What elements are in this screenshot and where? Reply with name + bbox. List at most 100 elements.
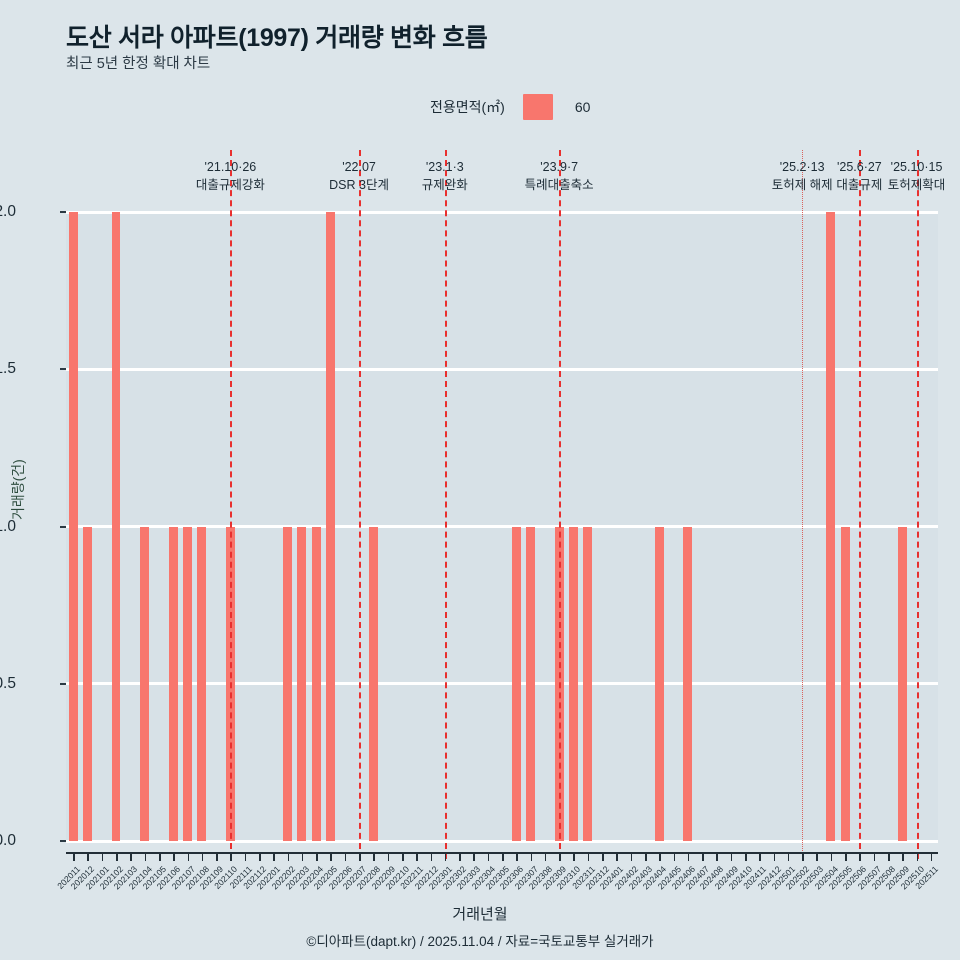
bar[interactable] xyxy=(197,526,207,841)
bar[interactable] xyxy=(168,526,178,841)
bar[interactable] xyxy=(897,526,907,841)
x-tick-mark xyxy=(659,852,661,861)
x-tick-mark xyxy=(759,852,761,861)
legend-label-60: 60 xyxy=(574,99,591,115)
x-tick-mark xyxy=(916,852,919,861)
bar[interactable] xyxy=(554,526,564,841)
y-tick-mark-0.0 xyxy=(60,840,66,842)
annotation-date: '22.07 xyxy=(342,160,376,174)
bar[interactable] xyxy=(840,526,850,841)
gridline-0.0 xyxy=(66,839,938,843)
annotation-line-202301 xyxy=(444,150,447,859)
x-tick-mark xyxy=(802,852,804,861)
bar[interactable] xyxy=(68,212,78,841)
bar[interactable] xyxy=(526,526,536,841)
x-tick-mark xyxy=(616,852,618,861)
x-tick-mark xyxy=(673,852,676,861)
x-tick-mark xyxy=(144,852,147,861)
annotation-date: '25.10·15 xyxy=(890,160,943,174)
x-tick-mark xyxy=(530,852,533,861)
bar[interactable] xyxy=(183,526,192,841)
annotation-date: '25.2·13 xyxy=(779,160,825,174)
bar[interactable] xyxy=(225,526,235,841)
x-tick-mark xyxy=(902,852,904,861)
x-tick-mark xyxy=(330,852,333,861)
gridline-1.5 xyxy=(66,367,938,371)
annotation-line-202309 xyxy=(559,150,562,859)
x-tick-mark xyxy=(602,852,604,861)
y-tick-label-1.0: 1.0 xyxy=(0,517,16,535)
annotation-label-202506: '25.6·27 대출규제 xyxy=(836,158,882,194)
x-tick-mark xyxy=(158,852,161,861)
x-tick-mark xyxy=(116,852,118,861)
bar[interactable] xyxy=(297,526,307,841)
x-tick-mark xyxy=(87,852,90,861)
x-tick-mark xyxy=(644,852,647,861)
annotation-text: 토허제 해제 xyxy=(771,178,833,193)
x-tick-mark xyxy=(630,852,633,861)
x-tick-mark xyxy=(287,852,290,861)
x-tick-mark xyxy=(487,852,490,861)
bar[interactable] xyxy=(111,212,121,841)
x-tick-mark xyxy=(258,852,261,861)
annotation-line-202502 xyxy=(802,150,804,859)
x-tick-mark xyxy=(416,852,418,861)
y-tick-mark-0.5 xyxy=(60,682,66,685)
bar[interactable] xyxy=(583,526,593,841)
x-tick-mark xyxy=(359,852,361,861)
bar[interactable] xyxy=(326,212,335,841)
legend-title: 전용면적(㎡) xyxy=(430,99,505,115)
x-tick-mark xyxy=(216,852,218,861)
x-tick-mark xyxy=(887,852,890,861)
bar[interactable] xyxy=(140,526,150,841)
x-tick-mark xyxy=(787,852,790,861)
annotation-text: 대출규제 xyxy=(836,178,883,193)
x-tick-mark xyxy=(230,852,232,861)
annotation-text: 규제완화 xyxy=(421,178,468,193)
x-tick-mark xyxy=(544,852,547,861)
annotation-line-202110 xyxy=(230,150,233,859)
x-tick-mark xyxy=(244,852,247,861)
x-tick-mark xyxy=(273,852,275,861)
plot-area xyxy=(66,210,938,843)
x-tick-mark xyxy=(702,852,704,861)
y-tick-label-0.5: 0.5 xyxy=(0,674,16,692)
x-tick-mark xyxy=(373,852,375,861)
annotation-label-202502: '25.2·13 토허제 해제 xyxy=(772,158,833,194)
gridline-1.0 xyxy=(66,525,938,528)
bar[interactable] xyxy=(826,212,836,841)
x-tick-mark xyxy=(502,852,504,861)
x-tick-mark xyxy=(201,852,204,861)
bar[interactable] xyxy=(311,526,321,841)
page-subtitle: 최근 5년 한정 확대 차트 xyxy=(66,56,211,72)
y-tick-mark-2.0 xyxy=(60,211,66,213)
x-tick-mark xyxy=(830,852,833,861)
x-tick-mark xyxy=(730,852,733,861)
y-axis-title: 거래량(건) xyxy=(10,459,26,520)
x-tick-mark xyxy=(587,852,590,861)
bar[interactable] xyxy=(511,526,521,841)
bar[interactable] xyxy=(569,526,578,841)
x-tick-mark xyxy=(430,852,433,861)
y-tick-mark-1.5 xyxy=(60,368,66,371)
y-tick-label-1.5: 1.5 xyxy=(0,360,16,378)
y-tick-mark-1.0 xyxy=(60,525,66,528)
annotation-label-202207: '22.07 DSR 3단계 xyxy=(329,158,389,194)
x-tick-mark xyxy=(401,852,404,861)
annotation-label-202301: '23.1·3 규제완화 xyxy=(422,158,468,194)
chart-legend: 전용면적(㎡) 60 xyxy=(430,94,590,120)
footer-credit: ©디아파트(dapt.kr) / 2025.11.04 / 자료=국토교통부 실… xyxy=(306,934,654,949)
x-tick-mark xyxy=(387,852,390,861)
x-tick-mark xyxy=(73,852,75,861)
gridline-2.0 xyxy=(66,210,938,214)
bar[interactable] xyxy=(683,526,693,841)
x-tick-mark xyxy=(745,852,747,861)
bar[interactable] xyxy=(83,526,92,841)
legend-swatch-60[interactable] xyxy=(522,94,553,120)
annotation-date: '23.1·3 xyxy=(425,160,464,174)
bar[interactable] xyxy=(283,526,292,841)
y-tick-label-0.0: 0.0 xyxy=(0,832,16,849)
x-tick-mark xyxy=(473,852,475,861)
bar[interactable] xyxy=(368,526,378,841)
bar[interactable] xyxy=(654,526,664,841)
